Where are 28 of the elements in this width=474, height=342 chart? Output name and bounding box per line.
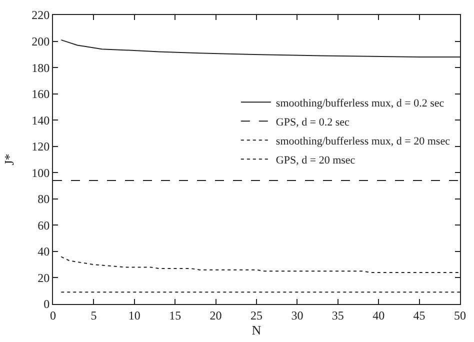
x-tick-label: 45 — [413, 308, 426, 322]
legend-label: smoothing/bufferless mux, d = 0.2 sec — [276, 97, 444, 110]
legend-label: GPS, d = 0.2 sec — [276, 116, 350, 128]
y-tick-label: 0 — [44, 297, 50, 312]
x-tick-label: 5 — [90, 308, 97, 322]
y-tick-label: 120 — [32, 140, 50, 154]
y-tick-label: 100 — [32, 166, 50, 180]
y-tick-label: 40 — [38, 244, 50, 259]
legend-label: GPS, d = 20 msec — [276, 154, 356, 166]
y-tick-label: 160 — [32, 87, 50, 102]
x-tick-label: 10 — [128, 308, 140, 322]
y-tick-label: 220 — [32, 8, 50, 22]
x-tick-label: 35 — [332, 308, 344, 322]
y-tick-label: 140 — [32, 113, 50, 128]
y-tick-label: 180 — [32, 60, 50, 75]
y-axis-title: J* — [2, 154, 17, 166]
x-tick-label: 30 — [291, 308, 304, 322]
x-tick-label: 15 — [169, 308, 182, 322]
x-tick-label: 50 — [454, 308, 466, 322]
x-tick-label: 25 — [250, 308, 262, 322]
y-tick-label: 200 — [32, 34, 50, 48]
y-tick-label: 20 — [38, 270, 50, 285]
x-tick-label: 20 — [210, 308, 222, 322]
legend-label: smoothing/bufferless mux, d = 20 msec — [276, 135, 450, 148]
x-tick-label: 40 — [372, 308, 385, 322]
x-axis-title: N — [252, 322, 262, 338]
y-tick-label: 60 — [38, 218, 50, 232]
y-tick-label: 80 — [38, 192, 50, 206]
